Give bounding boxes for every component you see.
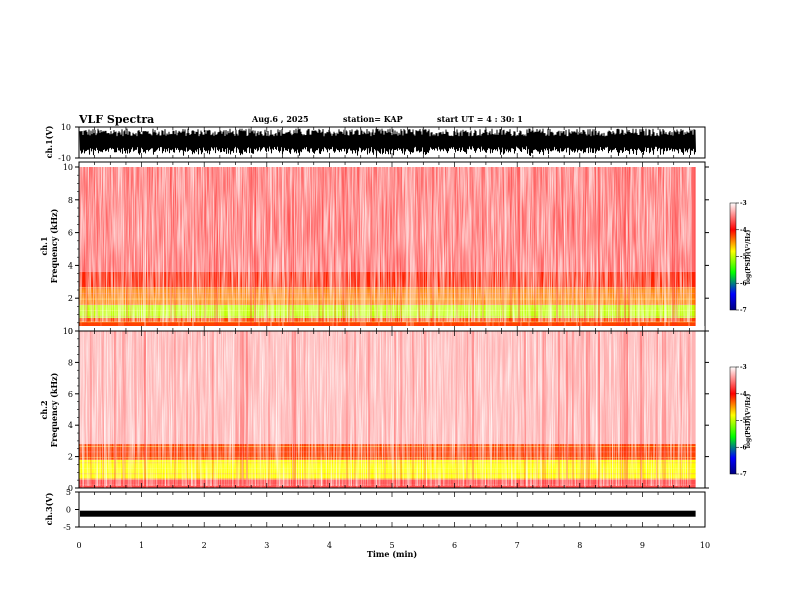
start-time-label: start UT = 4 : 30: 1 (437, 114, 523, 124)
colorbar-tick-label: -6 (740, 444, 747, 451)
time-tick-label: 2 (202, 541, 207, 550)
ch1-spectrogram-ylabel-frequency: Frequency (kHz) (49, 208, 59, 283)
colorbar-tick-label: -7 (740, 471, 747, 478)
ch3-waveform-series (80, 510, 696, 517)
freq-ytick-label: 8 (68, 358, 73, 367)
time-axis-label: Time (min) (367, 549, 417, 559)
time-tick-label: 8 (577, 541, 582, 550)
freq-ytick-label: 0 (68, 484, 73, 493)
ch1-colorbar-label: log(PSD)(V2/Hz) (744, 230, 753, 285)
ch2-spectrogram-ylabel-frequency: Frequency (kHz) (49, 372, 59, 447)
ch3-ytick-label: 0 (66, 506, 71, 515)
time-tick-label: 0 (76, 541, 81, 550)
colorbar-tick-label: -4 (740, 391, 747, 398)
time-tick-label: 7 (515, 541, 520, 550)
station-label: station= KAP (343, 114, 403, 124)
colorbar-tick-label: -5 (740, 418, 747, 425)
figure-title: VLF Spectra (78, 113, 154, 126)
ch1-spectrogram-ylabel-channel: ch.1 (39, 236, 49, 255)
colorbar-tick-label: -3 (740, 364, 747, 371)
freq-ytick-label: 4 (68, 421, 73, 430)
ch2-colorbar: -3 -4 -5 -6 -7 log(PSD)(V2/Hz) (729, 364, 753, 478)
time-tick-label: 1 (139, 541, 144, 550)
ch1-waveform-series (79, 128, 696, 157)
ch1-colorbar: -3 -4 -5 -6 -7 log(PSD)(V2/Hz) (729, 200, 753, 314)
ch3-ylabel: ch.3(V) (44, 492, 54, 525)
time-tick-label: 9 (640, 541, 645, 550)
colorbar-tick-label: -7 (740, 307, 747, 314)
freq-ytick-label: 4 (68, 261, 73, 270)
time-axis: 0 1 2 3 4 5 6 7 8 9 10 (76, 127, 710, 550)
ch1-spectrogram-panel: 0 2 4 6 8 10 ch.1 Frequency (kHz) (39, 161, 709, 336)
ch1-waveform-panel: 10 -10 ch.1(V) (44, 123, 706, 163)
time-tick-label: 6 (452, 541, 457, 550)
date-label: Aug.6 , 2025 (251, 114, 309, 124)
ch3-waveform-panel: 5 0 -5 ch.3(V) (44, 488, 706, 532)
freq-ytick-label: 6 (68, 229, 73, 238)
time-tick-label: 3 (264, 541, 269, 550)
ch1-ytick-label: -10 (58, 154, 71, 163)
ch1-ytick-label: 10 (61, 123, 71, 132)
colorbar-tick-label: -5 (740, 254, 747, 261)
freq-ytick-label: 2 (68, 294, 73, 303)
colorbar-tick-label: -6 (740, 280, 747, 287)
ch2-spectrogram-ylabel-channel: ch.2 (39, 400, 49, 419)
ch1-ylabel: ch.1(V) (44, 125, 54, 158)
ch3-ytick-label: 5 (66, 488, 71, 497)
freq-ytick-label: 2 (68, 453, 73, 462)
colorbar-tick-label: -4 (740, 227, 747, 234)
ch2-colorbar-label: log(PSD)(V2/Hz) (744, 394, 753, 449)
freq-ytick-label: 6 (68, 390, 73, 399)
time-tick-label: 4 (327, 541, 332, 550)
time-tick-label: 5 (389, 541, 394, 550)
colorbar-tick-label: -3 (740, 200, 747, 207)
ch3-ytick-label: -5 (63, 523, 71, 532)
ch2-spectrogram-panel: 0 2 4 6 8 10 ch.2 Frequency (kHz) (39, 326, 709, 493)
time-tick-label: 10 (700, 541, 710, 550)
freq-ytick-label: 10 (63, 163, 73, 172)
freq-ytick-label: 10 (63, 327, 73, 336)
freq-ytick-label: 0 (68, 327, 73, 336)
freq-ytick-label: 8 (68, 196, 73, 205)
